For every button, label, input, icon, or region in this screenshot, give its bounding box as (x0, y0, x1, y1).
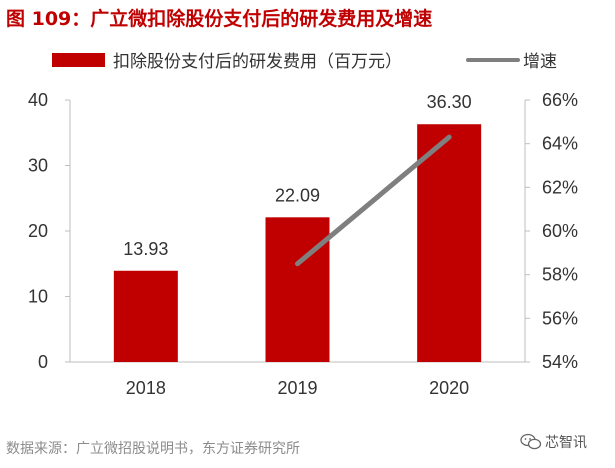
source-note: 数据来源：广立微招股说明书，东方证券研究所 (6, 441, 300, 457)
left-tick-label: 0 (38, 352, 48, 372)
right-tick-label: 58% (542, 265, 578, 285)
bar-data-label: 22.09 (275, 185, 320, 205)
line-series (295, 134, 452, 267)
bar (265, 217, 330, 362)
legend-bar-label: 扣除股份支付后的研发费用（百万元） (113, 52, 402, 71)
left-tick-label: 30 (28, 156, 48, 176)
left-tick-label: 40 (28, 90, 48, 110)
bar (113, 270, 178, 362)
right-tick-label: 64% (542, 134, 578, 154)
bar-data-label: 13.93 (123, 239, 168, 259)
bar (417, 124, 482, 362)
right-tick-label: 54% (542, 352, 578, 372)
bars: 13.93 22.09 36.30 (113, 92, 482, 362)
right-tick-label: 66% (542, 90, 578, 110)
chart-title: 图 109：广立微扣除股份支付后的研发费用及增速 (6, 8, 433, 30)
left-tick-label: 20 (28, 221, 48, 241)
bar-data-label: 36.30 (427, 92, 472, 112)
right-tick-label: 60% (542, 221, 578, 241)
x-tick-label: 2019 (277, 378, 317, 398)
legend: 扣除股份支付后的研发费用（百万元） 增速 (52, 52, 557, 71)
watermark-text: 芯智讯 (545, 435, 587, 451)
x-tick-label: 2020 (429, 378, 469, 398)
wechat-icon (520, 433, 542, 450)
growth-line (295, 134, 452, 267)
right-tick-label: 56% (542, 308, 578, 328)
legend-line-label: 增速 (523, 52, 557, 71)
x-tick-label: 2018 (126, 378, 166, 398)
left-tick-label: 10 (28, 287, 48, 307)
right-tick-label: 62% (542, 177, 578, 197)
watermark: 芯智讯 (520, 432, 587, 452)
legend-bar-swatch (52, 53, 105, 67)
